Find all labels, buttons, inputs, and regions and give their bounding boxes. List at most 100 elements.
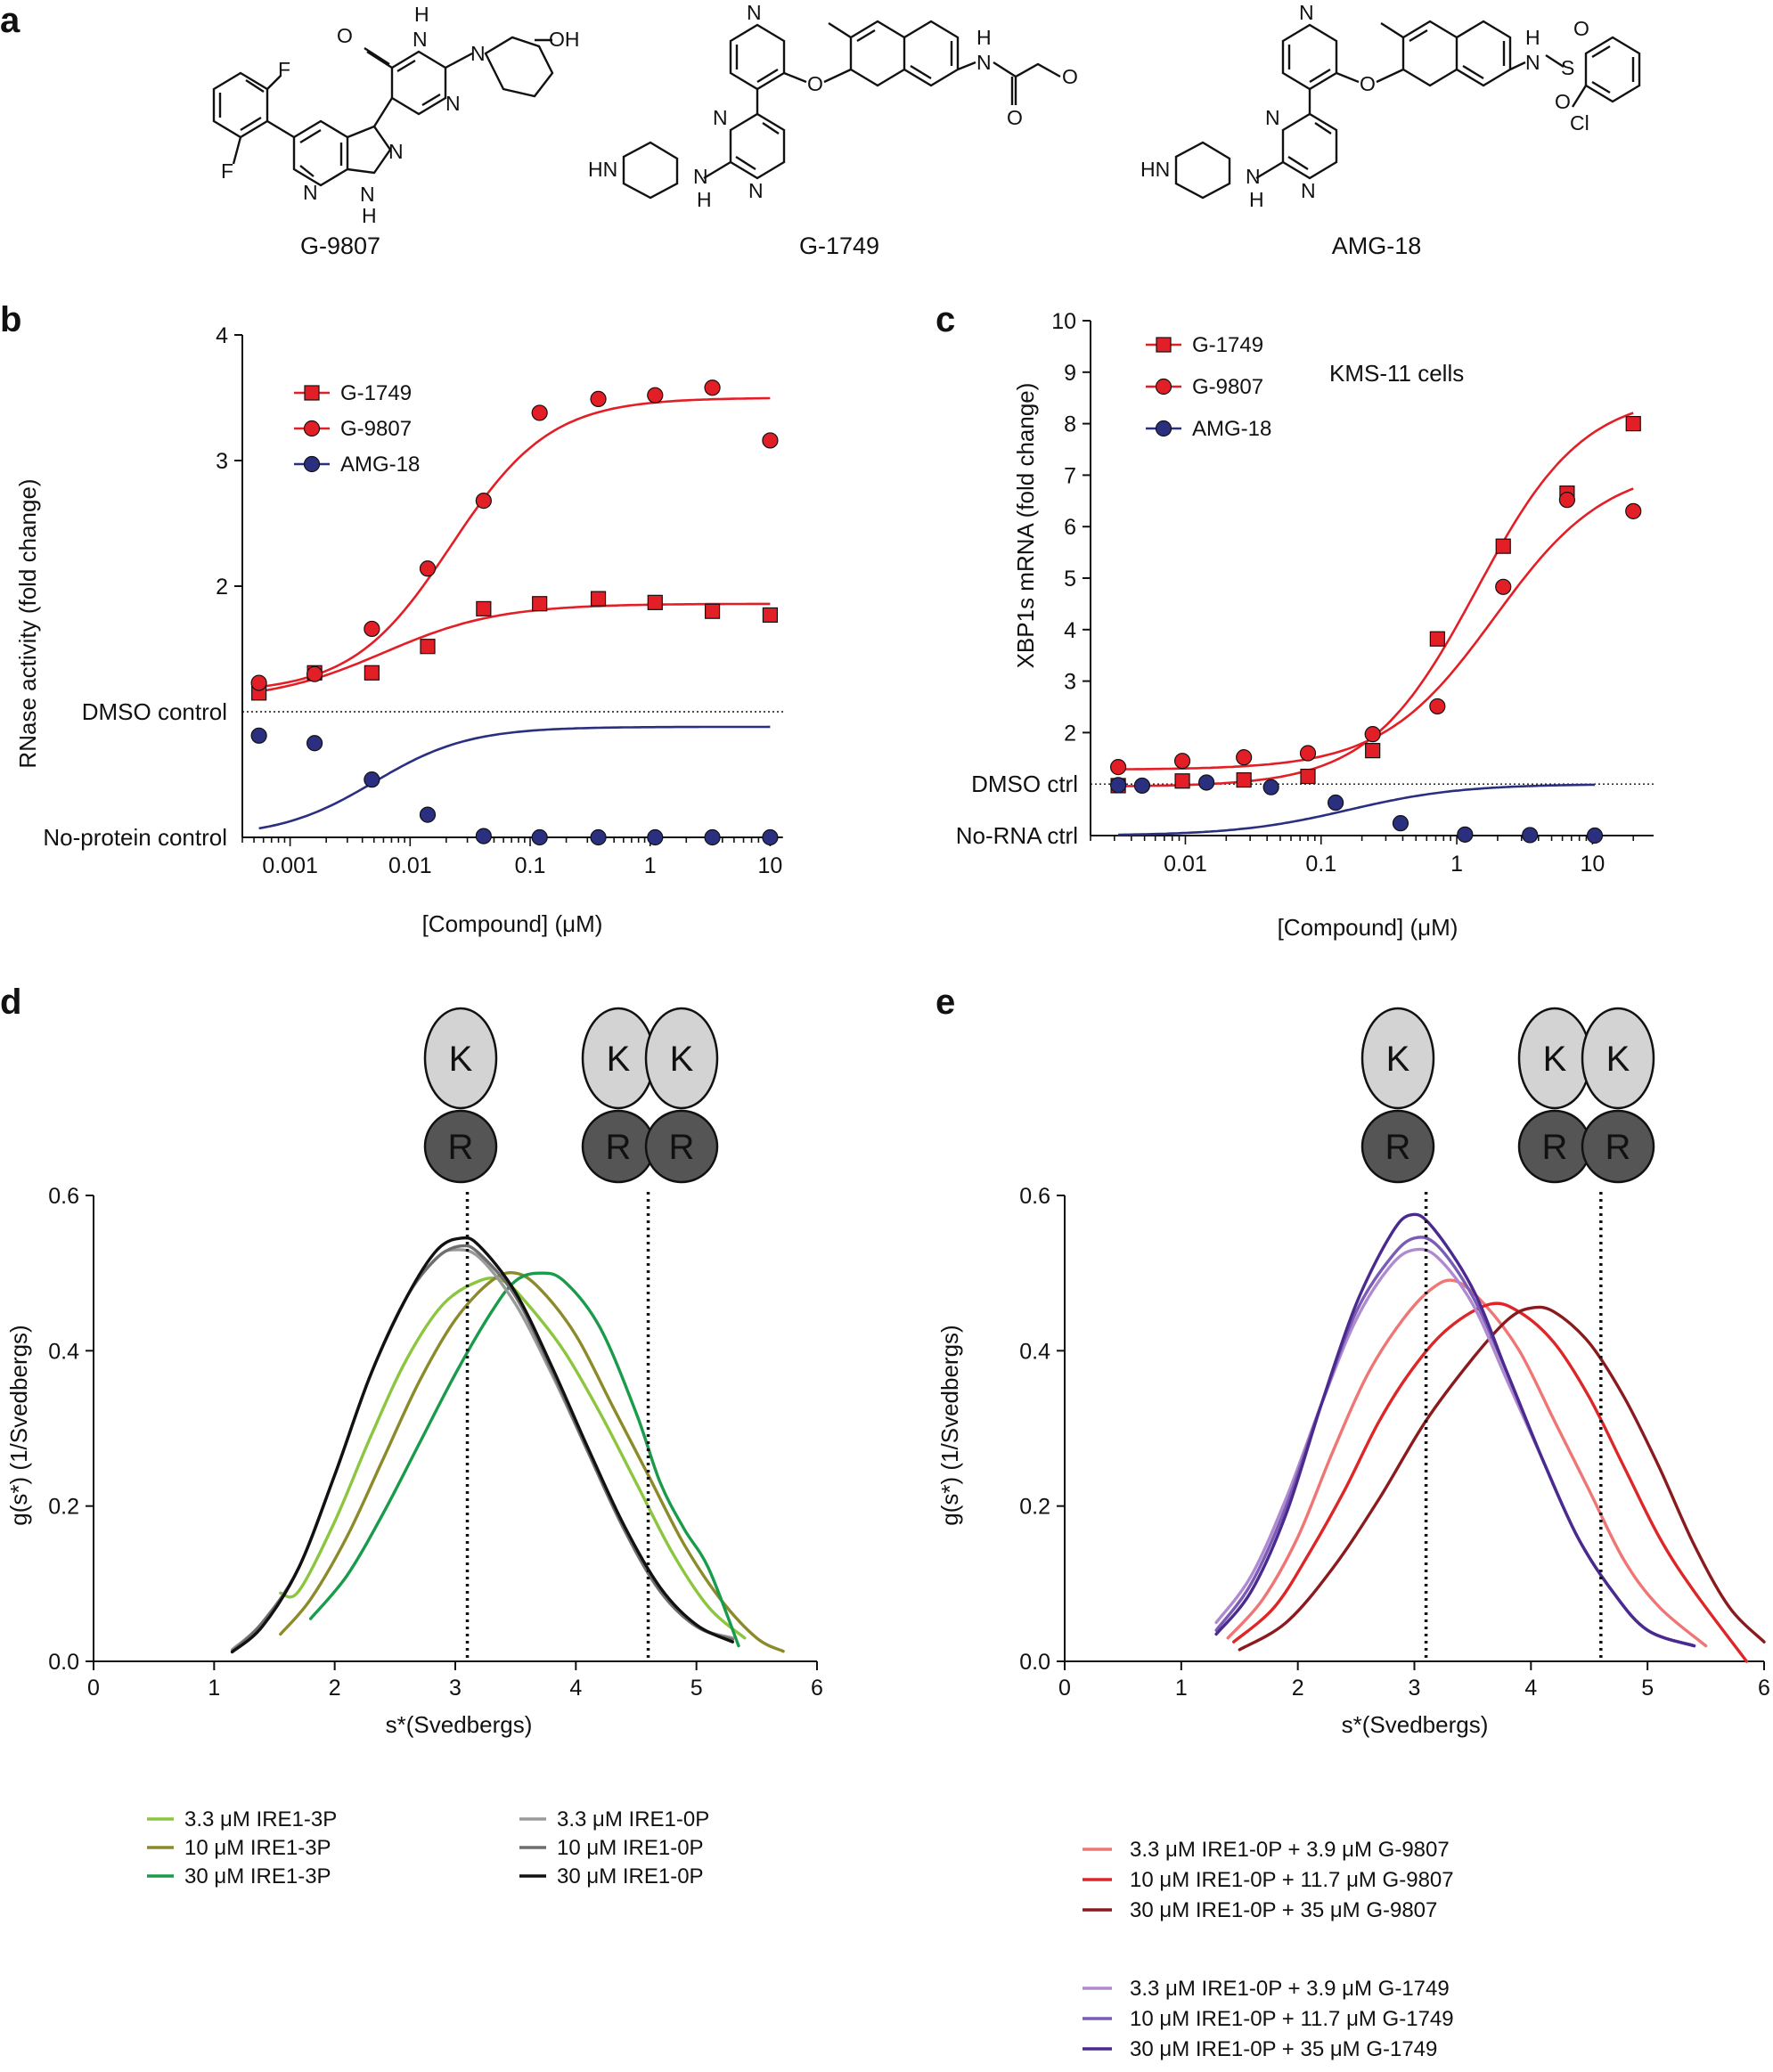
distribution-curve bbox=[308, 1271, 740, 1648]
atom-n: N bbox=[470, 42, 486, 65]
x-tick-label: 4 bbox=[569, 1676, 582, 1701]
legend-label: 10 μM IRE1-0P + 11.7 μM G-1749 bbox=[1130, 2007, 1454, 2031]
data-point bbox=[1133, 777, 1151, 795]
bond bbox=[993, 61, 1061, 105]
data-point bbox=[475, 493, 492, 510]
atom-o: O bbox=[1062, 65, 1078, 88]
legend-marker bbox=[303, 455, 321, 473]
kinase-domain bbox=[1581, 1007, 1655, 1110]
legend-label: G-1749 bbox=[340, 381, 412, 405]
y-tick-label: 0.0 bbox=[1019, 1650, 1050, 1675]
atom-hn: HN bbox=[588, 158, 617, 181]
bond-ring bbox=[212, 71, 269, 139]
atom-h: H bbox=[976, 26, 992, 49]
y-tick-label: 10 bbox=[1051, 309, 1076, 334]
atom-n: N bbox=[713, 106, 728, 129]
atom-cl: Cl bbox=[1570, 111, 1589, 135]
data-point bbox=[1198, 774, 1215, 791]
x-axis-title: [Compound] (μM) bbox=[1278, 914, 1458, 941]
y-tick-label: 3 bbox=[1064, 670, 1076, 695]
atom-o: O bbox=[807, 72, 823, 95]
chart-e: 0.0 0.2 0.4 0.6 0 1 2 3 4 5 6 s*(Svedbergs) g(s*) (1… bbox=[936, 1184, 1770, 2061]
atom-n: N bbox=[747, 1, 762, 24]
bond bbox=[232, 136, 242, 165]
bond-double bbox=[1591, 45, 1635, 94]
data-point bbox=[1300, 768, 1316, 785]
y-tick-label: 9 bbox=[1064, 361, 1076, 386]
data-point bbox=[590, 390, 607, 408]
data-point bbox=[1365, 743, 1381, 759]
data-point bbox=[1262, 779, 1279, 795]
y-tick-label: 4 bbox=[216, 323, 228, 348]
x-axis-title: s*(Svedbergs) bbox=[386, 1711, 533, 1738]
bond bbox=[364, 46, 390, 66]
rnase-domain bbox=[644, 1109, 719, 1184]
bond bbox=[957, 61, 976, 71]
data-point bbox=[1625, 502, 1642, 519]
panel-label-a: a bbox=[0, 1, 20, 40]
distribution-curve bbox=[279, 1276, 747, 1640]
atom-o: O bbox=[1555, 90, 1571, 113]
data-point bbox=[762, 432, 779, 449]
distribution-curve bbox=[1214, 1236, 1696, 1648]
kinase-label: K bbox=[449, 1040, 473, 1079]
legend-marker bbox=[1155, 420, 1172, 437]
chart-annotation: KMS-11 cells bbox=[1329, 360, 1464, 387]
atom-o: O bbox=[337, 24, 353, 47]
data-point bbox=[1392, 815, 1409, 832]
bond-double bbox=[1287, 45, 1331, 84]
chart-c: 2 3 4 5 6 7 8 9 10 0.01 0.1 1 10 DMSO ctrl No-RNA ctrl… bbox=[956, 309, 1655, 941]
legend-label: G-9807 bbox=[1192, 375, 1263, 399]
data-point bbox=[1495, 538, 1511, 554]
atom-h: H bbox=[362, 204, 377, 227]
y-tick-label: 0.2 bbox=[1019, 1495, 1050, 1520]
data-point bbox=[1109, 759, 1127, 776]
data-point bbox=[250, 674, 267, 691]
bond-ring bbox=[1174, 141, 1231, 200]
distribution-curve bbox=[1226, 1278, 1708, 1648]
monomer-cartoon-e: K R bbox=[1360, 1007, 1435, 1184]
y-tick-label: 4 bbox=[1064, 618, 1076, 643]
legend-label: 3.3 μM IRE1-3P bbox=[184, 1807, 337, 1831]
legend-label: 3.3 μM IRE1-0P bbox=[557, 1807, 709, 1831]
rnase-domain bbox=[423, 1109, 498, 1184]
y-axis-title: XBP1s mRNA (fold change) bbox=[1012, 383, 1039, 669]
bond-ring bbox=[622, 141, 679, 200]
x-tick-label: 1 bbox=[1450, 852, 1463, 877]
atom-f: F bbox=[278, 58, 290, 81]
data-point bbox=[762, 607, 779, 624]
bond-double bbox=[1409, 29, 1506, 80]
data-point bbox=[1558, 492, 1575, 509]
y-tick-label: 0.6 bbox=[48, 1184, 79, 1209]
data-point bbox=[1236, 749, 1253, 766]
bond bbox=[823, 68, 852, 84]
bond bbox=[1571, 85, 1588, 108]
bond-ring bbox=[390, 50, 447, 116]
bond bbox=[1545, 53, 1565, 69]
compound-name-g9807: G-9807 bbox=[300, 232, 380, 259]
x-tick-label: 0 bbox=[87, 1676, 100, 1701]
bond-double bbox=[1287, 122, 1332, 171]
data-point bbox=[306, 735, 323, 752]
x-tick-label: 10 bbox=[1580, 852, 1605, 877]
x-tick-label: 4 bbox=[1524, 1676, 1537, 1701]
data-point bbox=[364, 620, 380, 638]
distribution-curve bbox=[1214, 1212, 1696, 1648]
x-tick-label: 2 bbox=[329, 1676, 341, 1701]
rnase-label: R bbox=[1385, 1128, 1411, 1167]
data-point bbox=[1364, 726, 1381, 743]
legend-label: 30 μM IRE1-0P + 35 μM G-9807 bbox=[1130, 1898, 1437, 1922]
x-tick-label: 3 bbox=[449, 1676, 462, 1701]
bond bbox=[828, 21, 852, 39]
bond-ring bbox=[1281, 23, 1338, 91]
bond-ring bbox=[1456, 20, 1512, 87]
legend-marker bbox=[303, 420, 321, 437]
data-point bbox=[1429, 631, 1445, 647]
y-axis-title: RNase activity (fold change) bbox=[14, 478, 41, 768]
bond bbox=[783, 71, 807, 84]
atom-oh: OH bbox=[549, 28, 580, 51]
bond bbox=[266, 119, 295, 139]
y-axis-title: g(s*) (1/Svedbergs) bbox=[936, 1325, 963, 1525]
y-tick-label: 3 bbox=[216, 449, 228, 474]
atom-n: N bbox=[1299, 1, 1314, 24]
